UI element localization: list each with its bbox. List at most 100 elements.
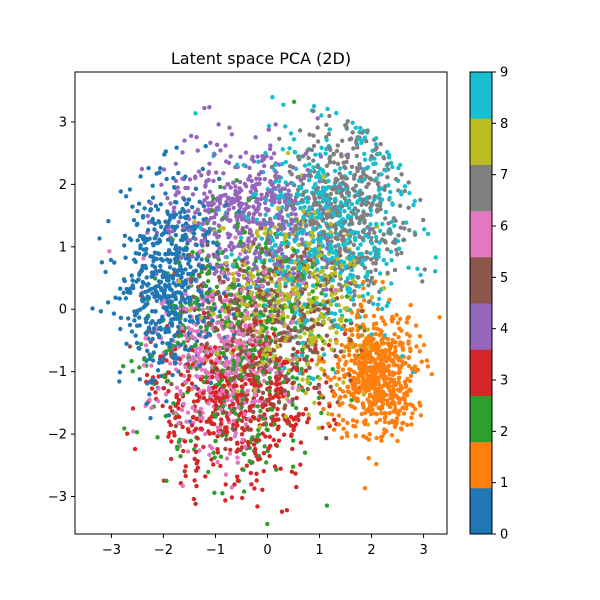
point-class-6: [301, 280, 306, 285]
point-class-9: [362, 151, 367, 157]
point-class-2: [264, 325, 269, 331]
point-class-3: [201, 395, 207, 401]
point-class-3: [199, 426, 204, 431]
point-class-1: [354, 419, 360, 424]
point-class-3: [186, 377, 191, 382]
point-class-6: [222, 298, 227, 304]
point-class-5: [291, 346, 296, 352]
point-class-8: [313, 275, 318, 280]
point-class-9: [320, 196, 325, 201]
point-class-5: [315, 350, 320, 355]
point-class-0: [167, 217, 172, 222]
point-class-4: [148, 201, 154, 206]
point-class-7: [365, 255, 370, 260]
point-class-0: [169, 241, 174, 247]
point-class-5: [338, 349, 344, 354]
point-class-1: [380, 341, 385, 346]
point-class-8: [265, 274, 270, 280]
point-class-1: [337, 386, 343, 392]
point-class-6: [235, 455, 240, 460]
point-class-1: [391, 361, 397, 366]
point-class-3: [243, 381, 248, 387]
point-class-2: [234, 178, 239, 183]
point-class-4: [242, 207, 247, 212]
point-class-5: [320, 346, 325, 352]
point-class-6: [174, 385, 180, 390]
point-class-2: [181, 340, 186, 345]
point-class-9: [371, 301, 376, 307]
point-class-7: [360, 236, 365, 241]
point-class-9: [327, 127, 332, 132]
point-class-2: [300, 276, 305, 281]
point-class-9: [372, 248, 377, 253]
point-class-6: [163, 392, 169, 397]
point-class-0: [203, 144, 208, 149]
point-class-0: [183, 235, 188, 241]
point-class-5: [316, 322, 321, 327]
point-class-5: [290, 253, 295, 259]
point-class-2: [165, 378, 171, 384]
point-class-9: [377, 271, 383, 276]
point-class-7: [324, 215, 329, 221]
point-class-3: [181, 448, 186, 454]
point-class-8: [357, 294, 362, 299]
point-class-7: [378, 207, 383, 212]
point-class-7: [402, 226, 407, 231]
point-class-9: [402, 184, 408, 189]
point-class-0: [199, 257, 204, 262]
point-class-5: [348, 378, 353, 383]
point-class-5: [232, 315, 237, 321]
point-class-5: [282, 406, 287, 411]
point-class-0: [236, 282, 242, 288]
point-class-2: [290, 375, 295, 380]
point-class-6: [251, 295, 256, 300]
point-class-1: [397, 408, 403, 413]
point-class-9: [311, 226, 316, 231]
point-class-4: [213, 211, 219, 217]
point-class-0: [156, 279, 162, 284]
point-class-6: [224, 456, 230, 461]
point-class-0: [99, 260, 105, 265]
point-class-2: [174, 444, 180, 449]
point-class-5: [290, 397, 295, 402]
point-class-4: [214, 142, 220, 147]
point-class-6: [238, 341, 243, 346]
point-class-9: [390, 164, 395, 170]
point-class-2: [194, 366, 199, 371]
point-class-7: [399, 172, 404, 177]
point-class-9: [324, 146, 329, 152]
point-class-6: [217, 430, 222, 435]
point-class-3: [267, 434, 272, 439]
point-class-3: [279, 509, 285, 514]
point-class-1: [395, 438, 400, 444]
point-class-6: [141, 363, 147, 368]
point-class-8: [281, 276, 286, 282]
point-class-4: [249, 178, 254, 184]
point-class-0: [141, 234, 146, 239]
point-class-3: [293, 471, 298, 476]
point-class-9: [374, 136, 379, 141]
point-class-6: [183, 292, 189, 297]
point-class-4: [262, 176, 267, 182]
point-class-1: [371, 326, 376, 331]
point-class-4: [204, 178, 210, 183]
point-class-4: [246, 239, 252, 244]
point-class-2: [155, 435, 160, 440]
point-class-4: [237, 179, 243, 185]
point-class-3: [273, 442, 279, 448]
point-class-0: [168, 310, 173, 316]
point-class-3: [223, 498, 228, 503]
point-class-3: [180, 424, 185, 430]
point-class-3: [224, 394, 230, 399]
point-class-0: [231, 312, 236, 317]
point-class-1: [399, 328, 404, 333]
point-class-4: [173, 161, 178, 166]
point-class-1: [362, 421, 368, 427]
point-class-6: [223, 472, 229, 477]
point-class-3: [189, 381, 195, 386]
point-class-1: [364, 337, 370, 342]
point-class-7: [361, 172, 367, 177]
point-class-1: [380, 279, 385, 285]
point-class-6: [227, 451, 233, 456]
point-class-7: [352, 206, 358, 211]
